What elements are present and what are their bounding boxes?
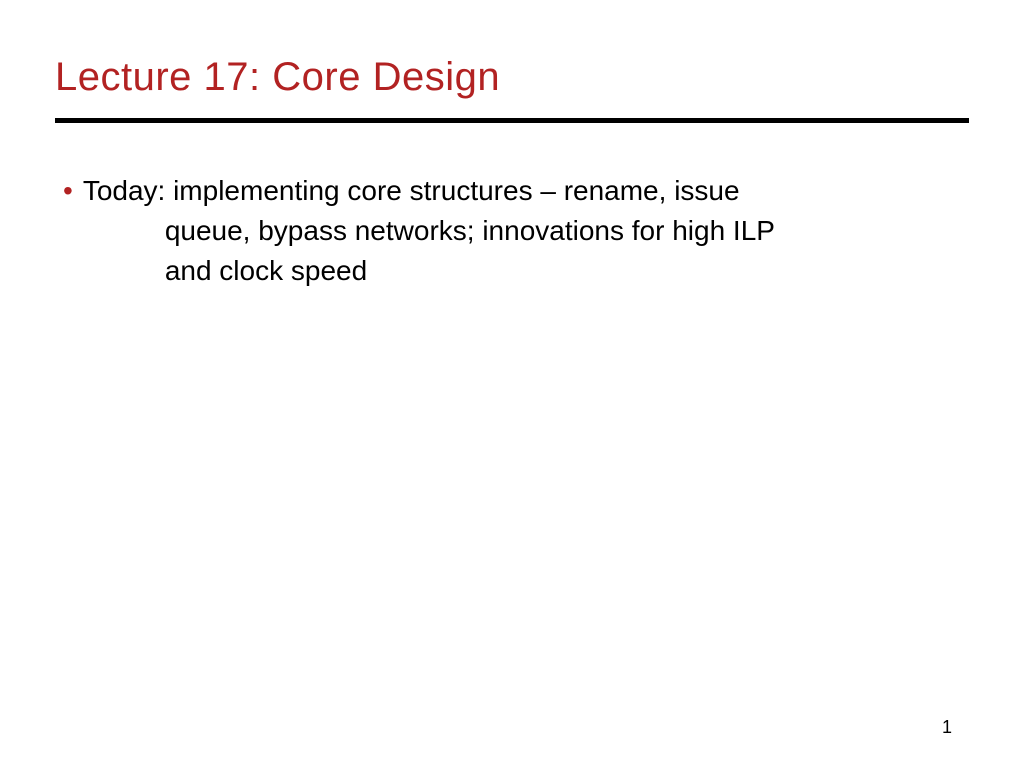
bullet-item: • Today: implementing core structures – … <box>55 171 969 291</box>
bullet-marker-icon: • <box>63 171 73 211</box>
slide-container: Lecture 17: Core Design • Today: impleme… <box>0 0 1024 768</box>
bullet-line-1: Today: implementing core structures – re… <box>83 171 775 211</box>
title-divider <box>55 118 969 123</box>
bullet-line-2: queue, bypass networks; innovations for … <box>83 211 775 251</box>
bullet-text: Today: implementing core structures – re… <box>83 171 775 291</box>
slide-title: Lecture 17: Core Design <box>55 55 969 100</box>
bullet-line-3: and clock speed <box>83 251 775 291</box>
page-number: 1 <box>942 717 952 738</box>
